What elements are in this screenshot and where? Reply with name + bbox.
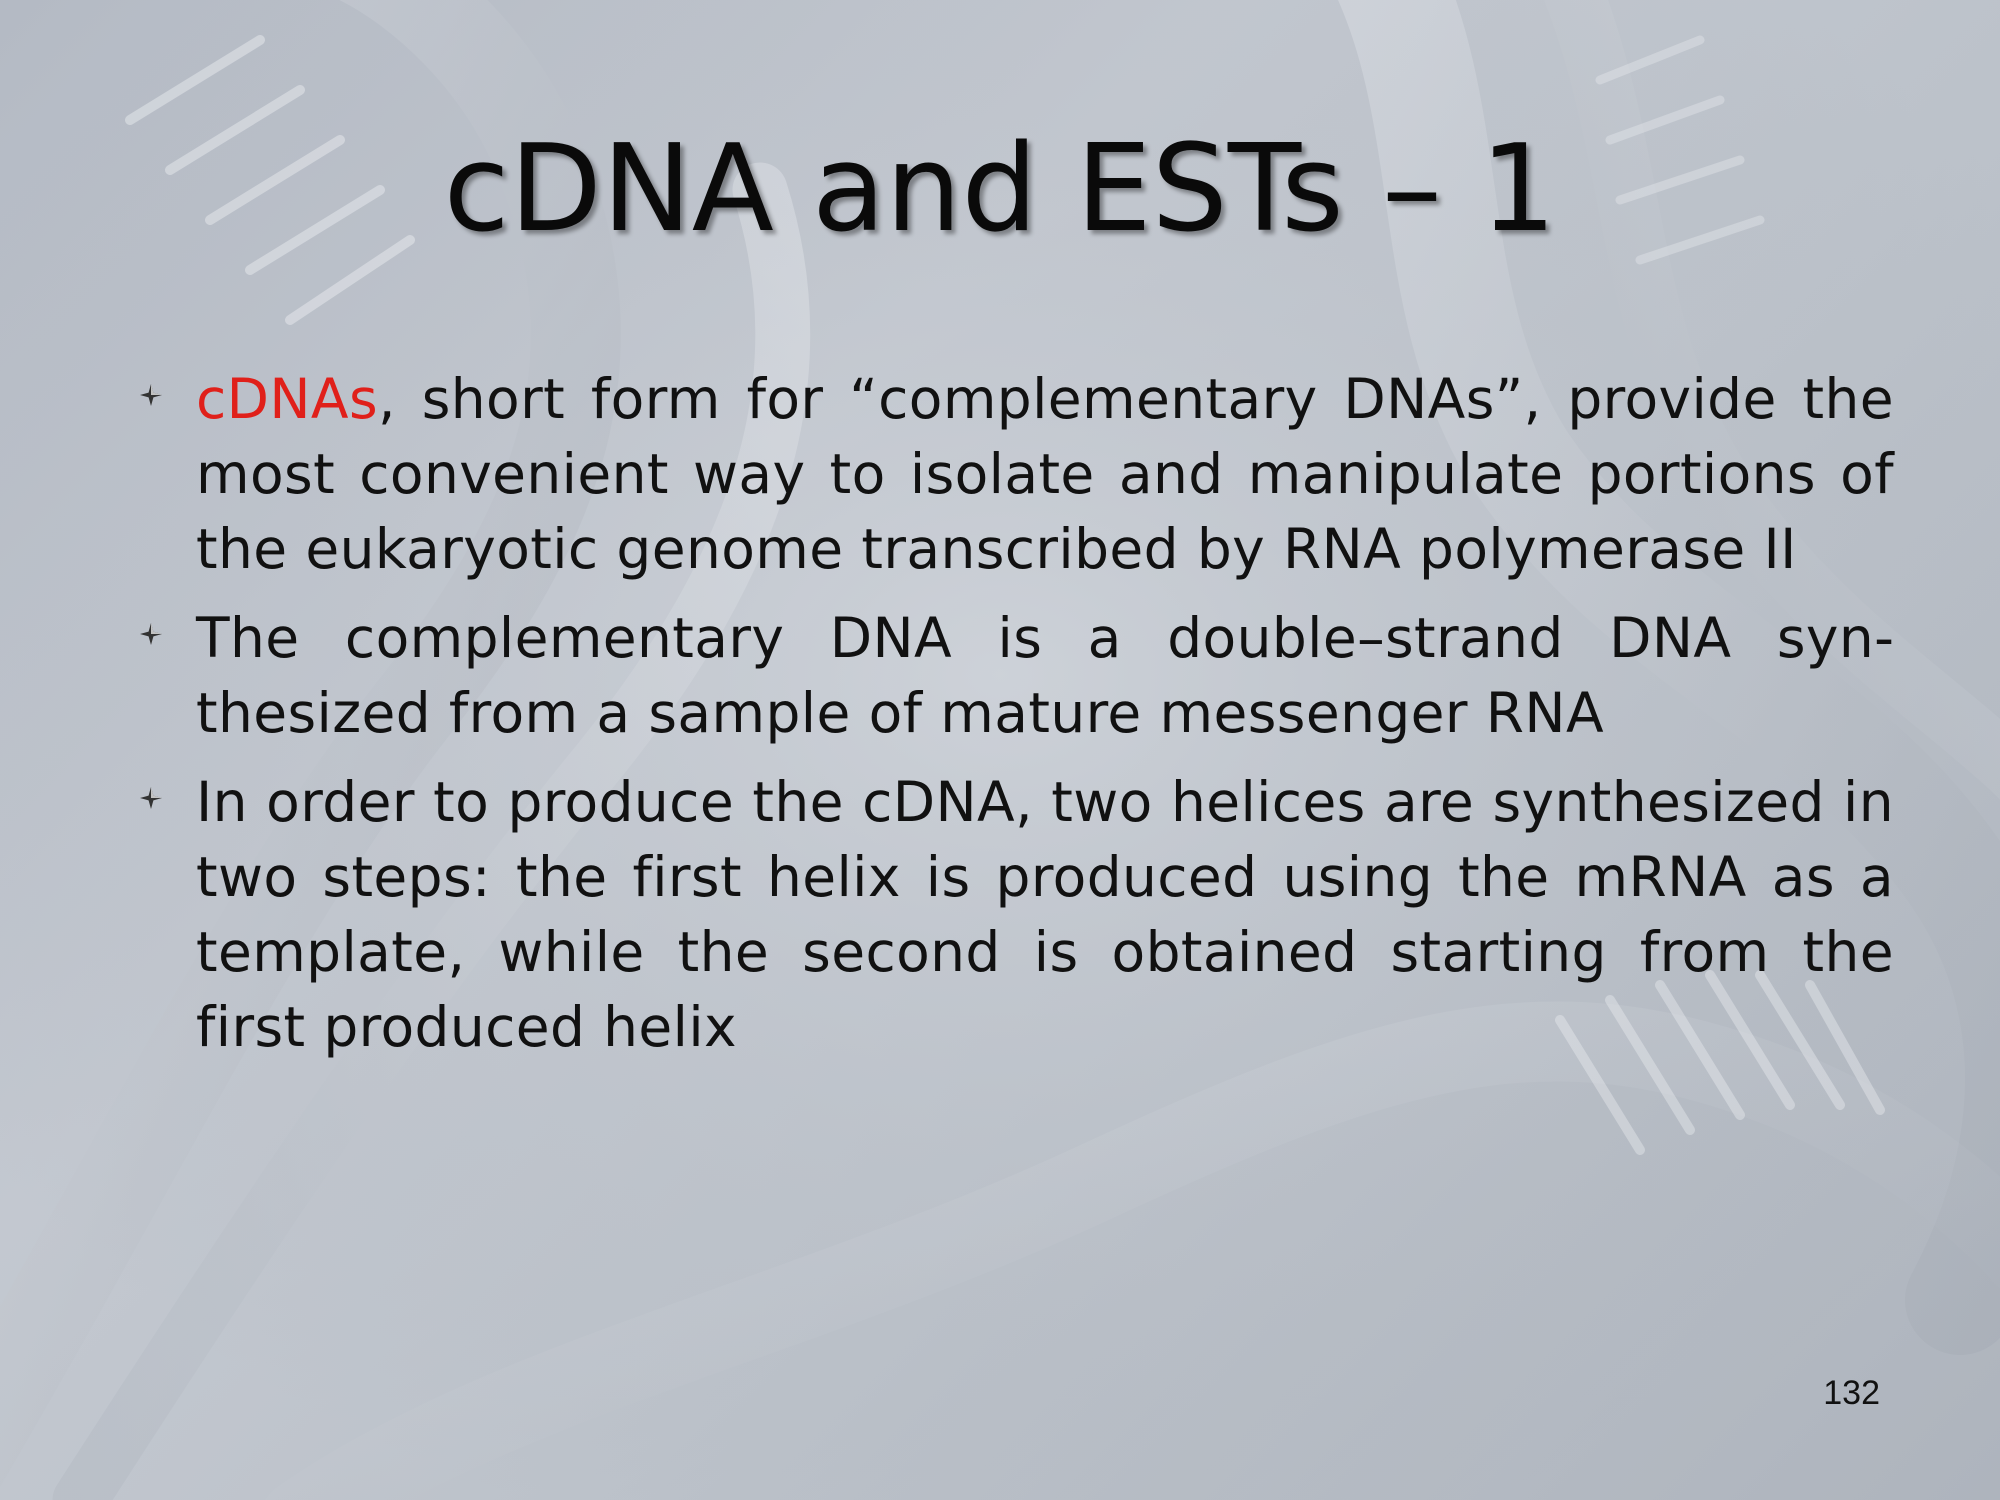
bullet-body: In order to produce the cDNA, two helice… xyxy=(196,770,1894,1059)
highlighted-term: cDNAs xyxy=(196,367,378,431)
bullet-item: The complementary DNA is a double–strand… xyxy=(140,601,1894,751)
bullet-list: cDNAs, short form for “complementary DNA… xyxy=(140,362,1894,1079)
bullet-body: , short form for “complementary DNAs”, p… xyxy=(196,367,1894,581)
bullet-text: cDNAs, short form for “complementary DNA… xyxy=(196,362,1894,587)
bullet-text: In order to produce the cDNA, two helice… xyxy=(196,765,1894,1065)
bullet-text: The complementary DNA is a double–strand… xyxy=(196,601,1894,751)
bullet-item: cDNAs, short form for “complementary DNA… xyxy=(140,362,1894,587)
bullet-item: In order to produce the cDNA, two helice… xyxy=(140,765,1894,1065)
four-point-star-icon xyxy=(140,623,162,645)
four-point-star-icon xyxy=(140,384,162,406)
slide-title: cDNA and ESTs – 1 xyxy=(0,120,2000,260)
four-point-star-icon xyxy=(140,787,162,809)
page-number: 132 xyxy=(1800,1374,1880,1413)
bullet-body: The complementary DNA is a double–strand… xyxy=(196,606,1894,745)
